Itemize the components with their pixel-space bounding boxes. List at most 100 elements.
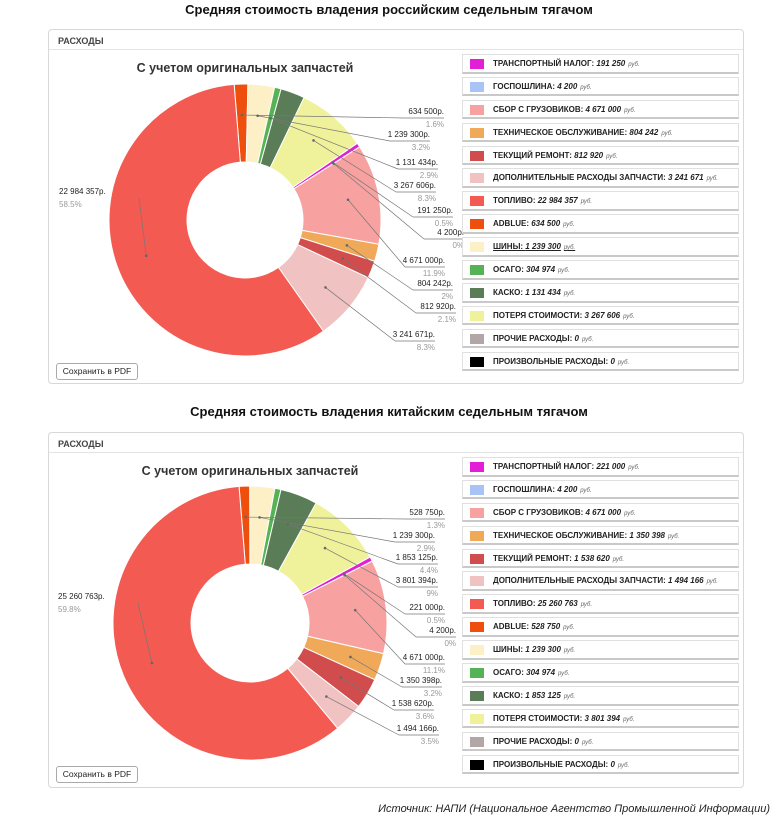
label-leader-line	[343, 573, 406, 615]
legend-item-шины[interactable]: ШИНЫ: 1 239 300 руб.	[462, 237, 739, 257]
legend-item-техническое-обслуживание[interactable]: ТЕХНИЧЕСКОЕ ОБСЛУЖИВАНИЕ: 804 242 руб.	[462, 122, 739, 143]
legend-swatch	[470, 530, 484, 541]
data-label-percent: 11.9%	[423, 269, 445, 278]
legend-item-сбор-с-грузовиков[interactable]: СБОР С ГРУЗОВИКОВ: 4 671 000 руб.	[462, 502, 739, 523]
legend-swatch	[470, 713, 484, 724]
data-label-percent: 3.5%	[421, 737, 439, 746]
legend-swatch	[470, 668, 484, 679]
legend-label: ПОТЕРЯ СТОИМОСТИ: 3 267 606 руб.	[493, 310, 635, 320]
label-anchor-dot	[240, 113, 244, 117]
label-anchor-dot	[349, 655, 352, 659]
label-anchor-dot	[258, 516, 261, 519]
legend-item-осаго[interactable]: ОСАГО: 304 974 руб.	[462, 260, 739, 280]
legend-item-дополнительные-расходы-запчасти[interactable]: ДОПОЛНИТЕЛЬНЫЕ РАСХОДЫ ЗАПЧАСТИ: 1 494 1…	[462, 571, 739, 592]
data-label-value: 812 920р.	[420, 302, 456, 311]
legend-item-осаго[interactable]: ОСАГО: 304 974 руб.	[462, 663, 739, 683]
label-anchor-dot	[353, 608, 357, 612]
legend-item-дополнительные-расходы-запчасти[interactable]: ДОПОЛНИТЕЛЬНЫЕ РАСХОДЫ ЗАПЧАСТИ: 3 241 6…	[462, 168, 739, 189]
panel-header: РАСХОДЫ	[49, 433, 743, 453]
label-anchor-dot	[324, 286, 327, 289]
label-leader-line	[270, 117, 399, 170]
legend-label: ADBLUE: 528 750 руб.	[493, 622, 575, 632]
label-leader-line	[350, 656, 403, 688]
slice-топливо[interactable]	[108, 83, 325, 357]
label-leader-line	[241, 114, 405, 119]
legend-item-госпошлина[interactable]: ГОСПОШЛИНА: 4 200 руб.	[462, 479, 739, 500]
legend-item-прочие-расходы[interactable]: ПРОЧИЕ РАСХОДЫ: 0 руб.	[462, 731, 739, 752]
legend-swatch	[470, 219, 484, 230]
legend-label: ПРОЧИЕ РАСХОДЫ: 0 руб.	[493, 736, 594, 746]
legend-label: СБОР С ГРУЗОВИКОВ: 4 671 000 руб.	[493, 507, 636, 517]
legend-item-прочие-расходы[interactable]: ПРОЧИЕ РАСХОДЫ: 0 руб.	[462, 328, 739, 349]
label-leader-line	[137, 602, 153, 664]
legend-item-транспортный-налог[interactable]: ТРАНСПОРТНЫЙ НАЛОГ: 191 250 руб.	[462, 54, 739, 74]
label-anchor-dot	[345, 244, 349, 247]
legend-label: ТОПЛИВО: 25 260 763 руб.	[493, 599, 593, 609]
data-label-value: 25 260 763р.	[58, 592, 105, 601]
legend-item-сбор-с-грузовиков[interactable]: СБОР С ГРУЗОВИКОВ: 4 671 000 руб.	[462, 99, 739, 120]
legend-item-каско[interactable]: КАСКО: 1 853 125 руб.	[462, 685, 739, 706]
legend-item-adblue[interactable]: ADBLUE: 634 500 руб.	[462, 214, 739, 234]
legend-item-текущий-ремонт[interactable]: ТЕКУЩИЙ РЕМОНТ: 1 538 620 руб.	[462, 548, 739, 569]
label-leader-line	[340, 677, 395, 711]
legend-label: ГОСПОШЛИНА: 4 200 руб.	[493, 81, 592, 91]
source-note: Источник: НАПИ (Национальное Агентство П…	[378, 803, 770, 815]
legend-label: ШИНЫ: 1 239 300 руб.	[493, 242, 576, 252]
legend-item-госпошлина[interactable]: ГОСПОШЛИНА: 4 200 руб.	[462, 76, 739, 97]
label-anchor-dot	[312, 139, 315, 142]
label-anchor-dot	[339, 676, 343, 679]
label-anchor-dot	[346, 198, 350, 202]
data-label-percent: 2.9%	[417, 544, 435, 553]
legend-label: ТЕКУЩИЙ РЕМОНТ: 812 920 руб.	[493, 150, 618, 160]
legend-item-техническое-обслуживание[interactable]: ТЕХНИЧЕСКОЕ ОБСЛУЖИВАНИЕ: 1 350 398 руб.	[462, 525, 739, 546]
legend-item-потеря-стоимости[interactable]: ПОТЕРЯ СТОИМОСТИ: 3 267 606 руб.	[462, 305, 739, 326]
data-label-percent: 0.5%	[427, 616, 445, 625]
legend-item-произвольные-расходы[interactable]: ПРОИЗВОЛЬНЫЕ РАСХОДЫ: 0 руб.	[462, 351, 739, 372]
slice-топливо[interactable]	[112, 485, 339, 761]
data-label-value: 4 671 000р.	[403, 256, 445, 265]
legend-item-топливо[interactable]: ТОПЛИВО: 25 260 763 руб.	[462, 594, 739, 614]
legend-label: ГОСПОШЛИНА: 4 200 руб.	[493, 484, 592, 494]
label-anchor-dot	[244, 515, 247, 519]
legend-swatch	[470, 127, 484, 138]
data-label-percent: 3.2%	[412, 143, 430, 152]
legend-item-шины[interactable]: ШИНЫ: 1 239 300 руб.	[462, 640, 739, 660]
legend-item-произвольные-расходы[interactable]: ПРОИЗВОЛЬНЫЕ РАСХОДЫ: 0 руб.	[462, 754, 739, 775]
data-label-value: 1 239 300р.	[393, 531, 435, 540]
save-pdf-button[interactable]: Сохранить в PDF	[56, 766, 138, 783]
label-anchor-dot	[150, 661, 154, 665]
legend-swatch	[470, 599, 484, 610]
label-leader-line	[333, 163, 425, 240]
save-pdf-button[interactable]: Сохранить в PDF	[56, 363, 138, 380]
legend-item-транспортный-налог[interactable]: ТРАНСПОРТНЫЙ НАЛОГ: 221 000 руб.	[462, 457, 739, 477]
legend-item-потеря-стоимости[interactable]: ПОТЕРЯ СТОИМОСТИ: 3 801 394 руб.	[462, 708, 739, 729]
legend-label: ТЕХНИЧЕСКОЕ ОБСЛУЖИВАНИЕ: 1 350 398 руб.	[493, 530, 680, 540]
legend-swatch	[470, 690, 484, 701]
data-label-value: 4 671 000р.	[403, 653, 445, 662]
data-label-value: 3 241 671р.	[393, 330, 435, 339]
legend-label: ТРАНСПОРТНЫЙ НАЛОГ: 221 000 руб.	[493, 462, 640, 471]
legend-russian: ТРАНСПОРТНЫЙ НАЛОГ: 191 250 руб. ГОСПОШЛИН…	[462, 54, 739, 374]
legend-chinese: ТРАНСПОРТНЫЙ НАЛОГ: 221 000 руб. ГОСПОШЛИН…	[462, 457, 739, 777]
data-label-value: 1 538 620р.	[392, 699, 434, 708]
label-anchor-dot	[341, 256, 345, 260]
legend-item-каско[interactable]: КАСКО: 1 131 434 руб.	[462, 282, 739, 303]
legend-swatch	[470, 462, 484, 472]
legend-swatch	[470, 173, 484, 184]
data-label-value: 634 500р.	[408, 107, 444, 116]
legend-swatch	[470, 265, 484, 276]
legend-item-текущий-ремонт[interactable]: ТЕКУЩИЙ РЕМОНТ: 812 920 руб.	[462, 145, 739, 166]
label-leader-line	[325, 287, 396, 342]
legend-swatch	[470, 645, 484, 656]
chart-title-russian: Средняя стоимость владения российским се…	[185, 2, 593, 17]
data-label-percent: 0%	[444, 639, 456, 648]
legend-swatch	[470, 310, 484, 321]
data-label-value: 1 350 398р.	[400, 676, 442, 685]
panel-header: РАСХОДЫ	[49, 30, 743, 50]
legend-item-adblue[interactable]: ADBLUE: 528 750 руб.	[462, 617, 739, 637]
data-label-value: 4 200р.	[429, 626, 456, 635]
data-label-value: 804 242р.	[417, 279, 453, 288]
legend-item-топливо[interactable]: ТОПЛИВО: 22 984 357 руб.	[462, 191, 739, 211]
legend-label: ПРОЧИЕ РАСХОДЫ: 0 руб.	[493, 333, 594, 343]
label-anchor-dot	[325, 695, 328, 698]
